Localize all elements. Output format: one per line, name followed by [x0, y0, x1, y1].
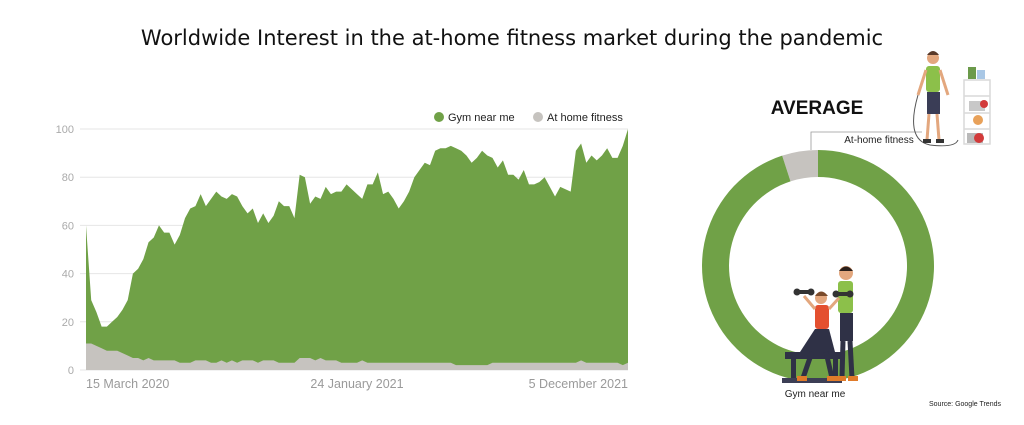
area-chart: 0 20 40 60 80 100 15 March 2020 24 January 202…	[56, 112, 628, 391]
legend: Gym near me At home fitness	[434, 112, 623, 124]
y-tick-label: 80	[62, 172, 74, 184]
x-tick-label: 24 January 2021	[310, 377, 403, 391]
y-tick-label: 20	[62, 317, 74, 329]
donut-slice-gym-near-me	[702, 150, 935, 382]
area-at-home-fitness	[86, 343, 628, 370]
legend-swatch-home	[533, 112, 543, 122]
legend-label-home: At home fitness	[547, 112, 623, 124]
home-leader-line	[810, 131, 922, 150]
chart-title: Worldwide Interest in the at-home fitnes…	[140, 26, 884, 50]
y-tick-label: 60	[62, 220, 74, 232]
donut-slices	[702, 150, 935, 382]
donut-slice-at-home-fitness	[782, 150, 818, 182]
x-tick-label: 15 March 2020	[86, 377, 169, 391]
x-tick-label: 5 December 2021	[529, 377, 628, 391]
y-tick-label: 40	[62, 269, 74, 281]
donut-label-home: At-home fitness	[844, 135, 913, 146]
legend-swatch-gym	[434, 112, 444, 122]
gym-couple-illustration	[782, 266, 858, 383]
donut-label-gym: Gym near me	[785, 389, 846, 400]
legend-label-gym: Gym near me	[448, 112, 515, 124]
y-axis-ticks: 0 20 40 60 80 100	[56, 124, 74, 377]
average-title: AVERAGE	[771, 98, 864, 119]
y-tick-label: 100	[56, 124, 74, 136]
area-gym-near-me	[86, 129, 628, 370]
x-axis-labels: 15 March 2020 24 January 2021 5 December 2…	[86, 377, 628, 391]
y-tick-label: 0	[68, 365, 74, 377]
area-series	[86, 129, 628, 370]
jump-rope-man-illustration	[913, 51, 991, 147]
source-note: Source: Google Trends	[929, 401, 1001, 408]
